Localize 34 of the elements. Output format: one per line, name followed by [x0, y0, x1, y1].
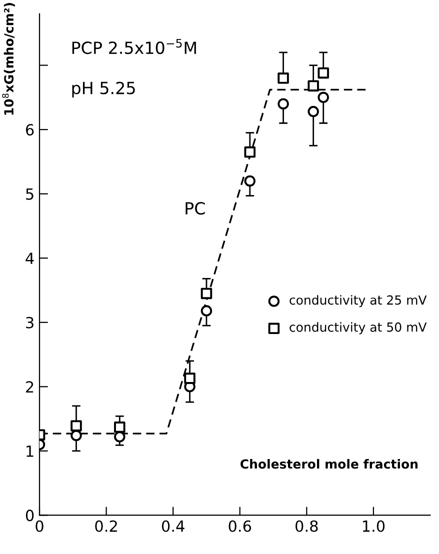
x-tick-label: 0.8	[296, 520, 318, 532]
x-tick-label: 0	[36, 520, 44, 532]
y-tick-label: 2	[26, 381, 34, 392]
annotation: PCP 2.5x10$^{−5}$M	[72, 38, 196, 54]
point	[308, 80, 319, 92]
x-tick-label: 0.6	[228, 520, 252, 532]
y-axis-title: 10$^{8}$xG(mho/cm²)	[2, 3, 16, 115]
legend-label: conductivity at 25 mV	[290, 295, 427, 308]
point	[278, 72, 289, 84]
point	[318, 92, 329, 104]
y-tick-label: 6	[26, 124, 34, 136]
point	[308, 106, 319, 118]
annotation: PC	[186, 202, 205, 215]
y-tick-label: 1	[26, 446, 34, 457]
point	[200, 305, 212, 316]
point	[244, 146, 256, 158]
point	[200, 288, 212, 300]
x-tick-label: 0.2	[95, 520, 117, 532]
x-axis-title: Cholesterol mole fraction	[240, 459, 418, 469]
point	[114, 431, 126, 442]
y-tick-label: 0	[26, 510, 34, 522]
y-tick-label: 5	[26, 188, 34, 200]
point	[184, 372, 196, 384]
point	[114, 422, 126, 433]
y-tick-label: 4	[26, 252, 34, 264]
legend-label: conductivity at 50 mV	[290, 322, 427, 334]
point	[70, 420, 82, 432]
point	[318, 67, 329, 79]
annotation: pH 5.25	[72, 82, 135, 98]
x-tick-label: 1.0	[362, 520, 385, 532]
point	[278, 98, 289, 110]
y-tick-label: 3	[26, 316, 34, 328]
x-tick-label: 0.4	[162, 520, 184, 532]
point	[244, 175, 256, 187]
